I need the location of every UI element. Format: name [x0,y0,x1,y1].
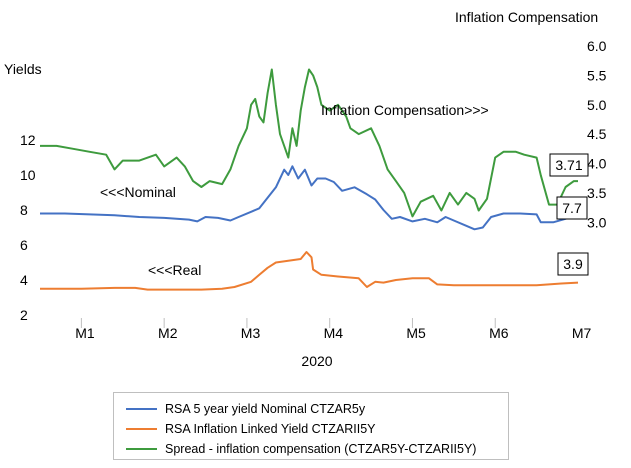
left-tick-label: 6 [20,237,28,253]
right-axis-title: Inflation Compensation [455,9,598,25]
inflation-annotation: Inflation Compensation>>> [321,102,489,118]
legend-swatch-nominal [126,408,157,410]
left-tick-label: 8 [20,202,28,218]
x-tick-label: M6 [489,325,509,341]
legend-item-spread: Spread - inflation compensation (CTZAR5Y… [126,439,508,459]
legend-swatch-spread [126,448,157,450]
series-line-real [40,251,579,291]
right-tick-label: 4.5 [587,126,607,142]
left-tick-label: 2 [20,307,28,323]
left-axis-title: Yields [4,61,42,77]
legend-label-nominal: RSA 5 year yield Nominal CTZAR5y [165,402,366,416]
real-end-label-box [557,252,589,276]
legend-label-spread: Spread - inflation compensation (CTZAR5Y… [165,442,477,456]
left-tick-label: 4 [20,272,28,288]
nominal-end-label-box [556,196,588,220]
right-tick-label: 5.0 [587,97,607,113]
x-axis-ticks: M1 M2 M3 M4 M5 M6 M7 [75,325,591,341]
nominal-end-label: 7.7 [562,200,582,216]
legend-item-nominal: RSA 5 year yield Nominal CTZAR5y [126,399,508,419]
right-tick-label: 6.0 [587,38,607,54]
x-tick-label: M5 [406,325,426,341]
series-lines [40,68,579,291]
chart-legend: RSA 5 year yield Nominal CTZAR5y RSA Inf… [113,392,509,460]
legend-item-real: RSA Inflation Linked Yield CTZARII5Y [126,419,508,439]
real-end-label: 3.9 [563,256,583,272]
x-axis-title: 2020 [301,353,332,369]
legend-swatch-real [126,428,157,430]
left-axis-ticks: 2 4 6 8 10 12 [20,132,36,323]
real-annotation: <<<Real [148,262,201,278]
x-tick-label: M3 [241,325,261,341]
spread-end-label-box [549,153,589,177]
x-tick-label: M7 [572,325,592,341]
x-tick-label: M2 [158,325,178,341]
spread-end-label: 3.71 [555,157,582,173]
x-tick-label: M1 [75,325,95,341]
series-line-nominal [40,165,579,231]
legend-label-real: RSA Inflation Linked Yield CTZARII5Y [165,422,376,436]
nominal-annotation: <<<Nominal [100,184,176,200]
right-axis-ticks: 3.0 3.5 4.0 4.5 5.0 5.5 6.0 [587,38,607,230]
x-tick-label: M4 [324,325,344,341]
right-tick-label: 5.5 [587,67,607,83]
left-tick-label: 12 [20,132,36,148]
right-tick-label: 4.0 [587,156,607,172]
right-tick-label: 3.5 [587,185,607,201]
right-tick-label: 3.0 [587,214,607,230]
series-line-spread [40,68,578,218]
left-tick-label: 10 [20,167,36,183]
month-gridlines [80,318,496,328]
